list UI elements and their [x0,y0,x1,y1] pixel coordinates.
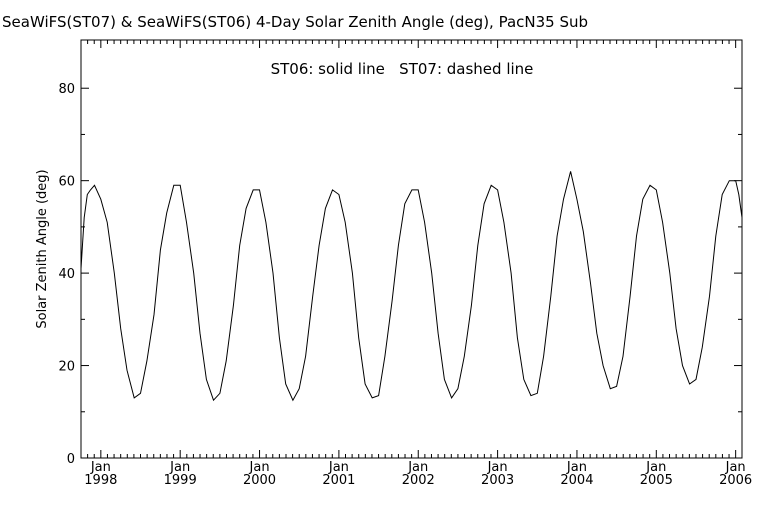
x-tick-month-2004: Jan [566,460,587,475]
x-tick-month-2000: Jan [249,460,270,475]
x-tick-year-2005: 2005 [640,473,673,488]
x-tick-month-2003: Jan [487,460,508,475]
x-tick-year-2006: 2006 [719,473,752,488]
x-tick-month-2001: Jan [328,460,349,475]
x-tick-year-2004: 2004 [560,473,593,488]
y-tick-label-60: 60 [58,175,75,190]
series-group [80,171,743,402]
legend-annotation: ST06: solid line ST07: dashed line [271,60,534,78]
x-tick-year-1999: 1999 [164,473,197,488]
plot-frame [80,39,743,459]
x-tick-month-1999: Jan [169,460,190,475]
y-tick-label-80: 80 [58,82,75,97]
x-tick-month-1998: Jan [90,460,111,475]
y-tick-label-40: 40 [58,267,75,282]
chart-title: SeaWiFS(ST07) & SeaWiFS(ST06) 4-Day Sola… [2,13,588,31]
x-tick-year-2001: 2001 [322,473,355,488]
x-tick-year-2003: 2003 [481,473,514,488]
x-tick-month-2002: Jan [407,460,428,475]
y-axis: 0 20 40 60 80 [58,82,742,467]
y-axis-label: Solar Zenith Angle (deg) [35,169,50,328]
x-axis: Jan1998Jan1999Jan2000Jan2001Jan2002Jan20… [84,40,752,488]
y-tick-label-0: 0 [67,452,75,467]
x-tick-year-1998: 1998 [84,473,117,488]
y-tick-label-20: 20 [58,360,75,375]
x-tick-month-2005: Jan [645,460,666,475]
series-line-ST06 [80,171,743,402]
x-tick-year-2000: 2000 [243,473,276,488]
x-tick-month-2006: Jan [725,460,746,475]
x-tick-year-2002: 2002 [402,473,435,488]
